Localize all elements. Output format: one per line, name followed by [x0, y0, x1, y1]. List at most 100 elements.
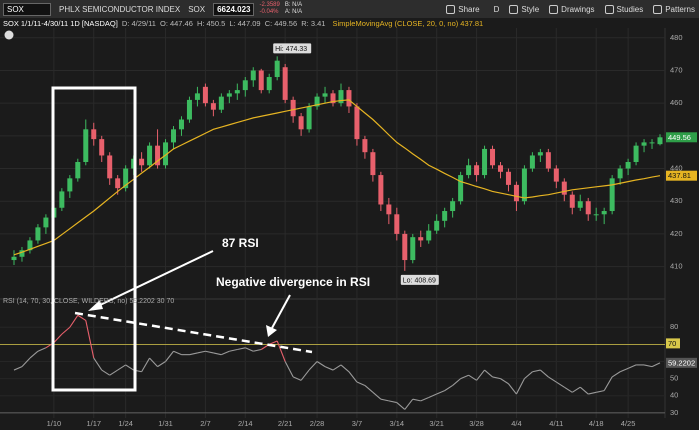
rsi-segment — [532, 369, 541, 373]
level: 70 — [166, 298, 175, 305]
rsi-segment — [77, 314, 87, 321]
range-label: R: 3.41 — [301, 19, 326, 28]
rsi-segment — [324, 366, 334, 371]
y-tick-label: 30 — [670, 408, 678, 417]
candle-body — [625, 162, 631, 169]
rsi-segment — [508, 383, 517, 395]
rsi-segment — [189, 352, 198, 356]
price-tag-box — [400, 274, 439, 285]
candle-body — [258, 70, 264, 91]
candle-body — [290, 99, 296, 117]
candle-body — [298, 116, 304, 130]
quotes: B: N/A A: N/A — [285, 2, 302, 16]
rsi-segment — [29, 350, 39, 359]
rsi-segment — [588, 391, 597, 395]
rsi-segment — [627, 364, 637, 369]
button-label: Drawings — [561, 4, 595, 14]
button-label: Share — [458, 4, 480, 14]
rsi-segment — [205, 350, 214, 354]
rsi-segment — [484, 369, 493, 378]
value-box — [666, 132, 697, 143]
highlight-box — [51, 86, 137, 392]
rsi-segment — [13, 366, 23, 371]
candle-body — [601, 211, 607, 215]
candle-body — [537, 152, 543, 156]
button[interactable]: Share — [446, 4, 480, 14]
y-tick-label: 430 — [670, 196, 683, 205]
rsi-segment — [229, 348, 238, 352]
rsi-segment — [603, 376, 613, 391]
rsi-segment — [651, 362, 661, 368]
annotations: 87 RSI Negative divergence in RSI — [4, 30, 370, 392]
rsi-segment — [61, 326, 71, 335]
info-icon[interactable] — [4, 30, 14, 40]
x-tick-label: 2/7 — [200, 419, 210, 428]
candle-body — [266, 77, 272, 91]
rsi-segment — [237, 347, 246, 351]
rsi-segment — [197, 350, 206, 354]
rsi-segment — [69, 314, 79, 328]
candle-body — [91, 129, 97, 140]
candle-body — [155, 145, 161, 166]
ohlc-label: L: — [229, 19, 236, 28]
candle-body — [585, 201, 591, 215]
candle-body — [593, 214, 599, 216]
ohlc-label: C: — [264, 19, 273, 28]
y-tick-label: 50 — [670, 374, 678, 383]
rsi-segment — [563, 386, 573, 393]
rsi-segment — [348, 371, 358, 383]
price-tag-label: Lo: — [403, 277, 413, 284]
candle-body — [633, 145, 639, 162]
rsi-segment — [436, 390, 445, 395]
candle-body — [649, 142, 655, 144]
button[interactable]: D — [494, 5, 500, 14]
rsi-segment — [428, 393, 437, 398]
candle-body — [282, 67, 288, 100]
last-price: 6624.023 — [213, 2, 255, 16]
arrow-head — [88, 300, 103, 311]
rsi-segment — [101, 369, 111, 376]
rsi-segment — [308, 361, 318, 371]
button[interactable]: Drawings — [549, 4, 595, 14]
symbol-name: PHLX SEMICONDUCTOR INDEX — [59, 4, 181, 14]
button[interactable]: Studies — [604, 4, 643, 14]
candle-body — [186, 99, 192, 120]
button[interactable]: Patterns — [653, 4, 695, 14]
rsi-segment — [643, 364, 653, 368]
candle-body — [354, 106, 360, 140]
bid: B: N/A — [284, 2, 303, 8]
candle-body — [378, 175, 384, 205]
candle-body — [370, 152, 376, 176]
value-box — [666, 170, 697, 181]
candle-body — [123, 168, 129, 189]
rsi-segment — [117, 364, 126, 371]
rsi-segment — [37, 347, 47, 352]
candle-body — [553, 168, 559, 182]
rsi-segment — [356, 381, 366, 386]
y-tick-label: 410 — [670, 262, 683, 271]
rsi-segment — [524, 371, 533, 380]
rsi-segment — [492, 376, 501, 380]
plot: 1/10 1/17 1/24 1/31 2/7 2/14 2/21 2/28 3/7 3/14 3/… — [0, 28, 697, 428]
symbol-input[interactable]: SOX — [3, 2, 51, 16]
x-tick-label: 4/11 — [549, 419, 563, 428]
y-tick-label: 420 — [670, 229, 683, 238]
x-tick-label: 2/21 — [278, 419, 293, 428]
chart-title: SOX 1/1/11-4/30/11 1D [NASDAQ] — [3, 19, 118, 28]
candle-body — [314, 96, 320, 107]
rsi-segment — [292, 376, 302, 381]
candle-body — [529, 155, 535, 169]
rsi-segment — [316, 361, 326, 368]
rsi-segment — [548, 376, 557, 383]
button[interactable]: Style — [509, 4, 539, 14]
candle-body — [569, 194, 575, 208]
candle-body — [83, 129, 89, 162]
rsi-segment — [596, 390, 605, 393]
button-label: Patterns — [665, 4, 695, 14]
ohlc-value: 449.56 — [274, 19, 298, 28]
rsi-segment — [268, 340, 278, 345]
rsi-segment — [221, 350, 230, 356]
rsi-header: RSI (14, 70, 30, CLOSE, WILDERS, no) 59.… — [3, 298, 174, 305]
candle-body — [99, 139, 105, 156]
